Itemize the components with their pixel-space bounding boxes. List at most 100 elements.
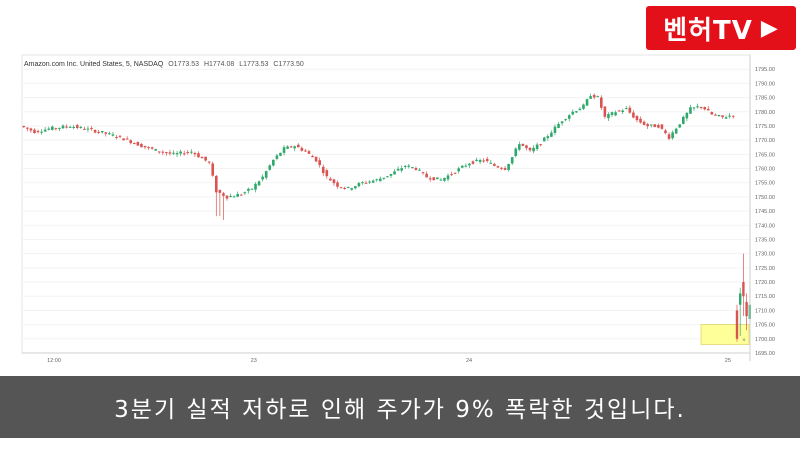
price-tick-label: 1745.00 (755, 209, 775, 215)
candle-body (364, 182, 368, 184)
candle-body (286, 146, 289, 149)
candle-body (236, 193, 239, 197)
candle-body (179, 151, 182, 154)
candle-body (272, 159, 275, 166)
candle-body (710, 112, 714, 115)
candle-body (400, 168, 403, 171)
candle-body (560, 121, 564, 124)
candle-body (132, 143, 136, 145)
price-tick-label: 1715.00 (755, 294, 775, 300)
candles: » (22, 93, 751, 345)
candle-body (393, 171, 396, 175)
candle-body (350, 188, 354, 190)
time-tick-label: 24 (466, 358, 472, 364)
candle-body (496, 166, 500, 168)
candle-body (275, 155, 279, 159)
candle-body (361, 182, 364, 184)
candle-body (432, 177, 436, 181)
candle-body (724, 117, 728, 119)
play-triangle-icon: ▶ (760, 15, 779, 41)
candle-body (79, 126, 83, 128)
price-tick-label: 1710.00 (755, 308, 775, 314)
candle-body (122, 138, 125, 141)
close-value: C1773.50 (273, 61, 304, 68)
candle-body (211, 163, 215, 176)
candle-body (557, 123, 560, 128)
candle-body (525, 145, 528, 149)
candle-body (674, 128, 678, 134)
candle-body (54, 128, 58, 130)
candle-body (197, 153, 200, 158)
candle-body (450, 174, 453, 176)
candle-body (336, 182, 339, 187)
candle-body (386, 176, 389, 178)
candle-body (129, 140, 133, 144)
candle-body (564, 119, 567, 121)
candle-body (90, 128, 93, 130)
candle-body (115, 137, 118, 139)
candle-body (436, 177, 439, 180)
candle-body (229, 196, 232, 198)
candle-body (460, 165, 464, 168)
candle-body (354, 186, 357, 189)
candle-body (389, 174, 393, 176)
candle-body (649, 124, 653, 126)
candle-body (157, 151, 161, 153)
candle-body (51, 126, 54, 130)
candle-body (143, 145, 147, 148)
final-candle-body (735, 310, 739, 339)
candle-body (47, 128, 51, 130)
candle-body (83, 128, 86, 130)
scroll-right-icon[interactable]: » (742, 336, 746, 343)
candle-body (346, 186, 350, 188)
candle-body (646, 124, 649, 127)
candle-body (165, 152, 168, 154)
candle-body (485, 158, 489, 162)
candle-body (607, 114, 610, 119)
candle-body (207, 161, 211, 163)
candle-body (628, 107, 632, 113)
candle-body (304, 150, 307, 152)
price-tick-label: 1780.00 (755, 110, 775, 116)
subtitle-text: 3분기 실적 저하로 인해 주가가 9% 폭락한 것입니다. (114, 397, 686, 423)
candle-body (282, 147, 286, 153)
candle-body (503, 168, 507, 170)
candle-body (118, 135, 122, 137)
candle-body (357, 183, 361, 187)
candle-body (36, 131, 40, 133)
candle-body (671, 132, 674, 139)
candle-body (667, 134, 671, 139)
candle-body (696, 106, 699, 108)
subtitle-bar: 3분기 실적 저하로 인해 주가가 9% 폭락한 것입니다. (0, 376, 800, 438)
candle-body (218, 189, 222, 193)
candle-body (639, 118, 642, 123)
candle-body (204, 156, 207, 161)
candle-body (585, 99, 589, 106)
candle-body (175, 153, 179, 155)
candle-body (140, 143, 143, 148)
candle-body (325, 170, 329, 177)
open-value: O1773.53 (168, 61, 199, 68)
final-candle-body (742, 282, 745, 297)
candle-body (296, 144, 300, 148)
price-tick-label: 1735.00 (755, 237, 775, 243)
candle-body (200, 157, 204, 159)
candle-body (268, 165, 272, 170)
chart-frame (21, 54, 751, 354)
price-tick-label: 1785.00 (755, 96, 775, 102)
candle-body (428, 178, 432, 180)
price-chart[interactable]: » 1795.00 1790.00 1785.00 1780.00 1775.00 177… (0, 0, 800, 376)
candle-body (439, 179, 443, 181)
candle-body (186, 152, 190, 154)
candle-body (26, 127, 29, 129)
candle-body (721, 115, 724, 118)
candle-body (293, 146, 297, 149)
candle-body (682, 116, 685, 124)
candle-body (657, 124, 660, 128)
candle-body (582, 104, 585, 109)
candle-body (421, 172, 425, 174)
candle-body (111, 134, 115, 136)
candle-body (247, 188, 250, 191)
candle-body (589, 96, 592, 99)
grid (22, 68, 750, 354)
